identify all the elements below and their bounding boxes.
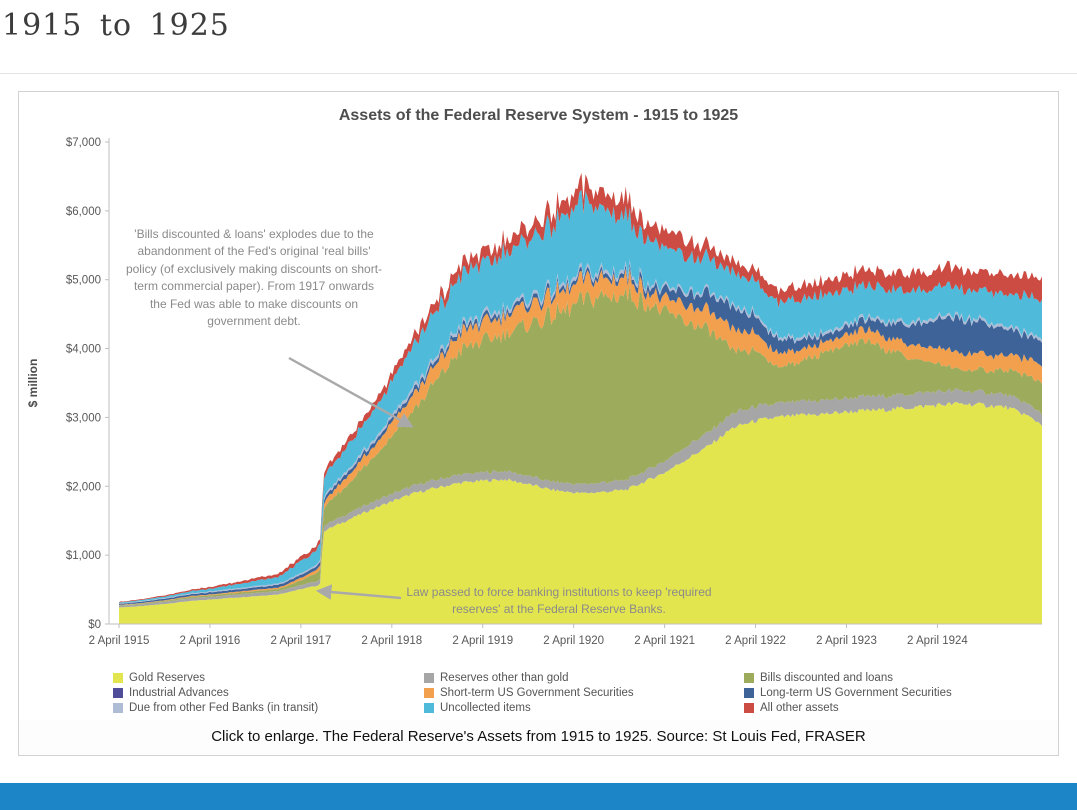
legend-swatch-icon [113,673,123,683]
legend-swatch-icon [744,688,754,698]
x-tick-label: 2 April 1915 [89,635,150,647]
legend-item-gold-reserves: Gold Reserves [113,672,424,684]
x-tick-label: 2 April 1923 [816,635,877,647]
legend-swatch-icon [424,703,434,713]
legend-label: Due from other Fed Banks (in transit) [129,702,319,714]
legend-label: Uncollected items [440,702,531,714]
annotation-arrow-reserves [315,584,402,600]
x-tick-label: 2 April 1916 [180,635,241,647]
y-tick-label: $3,000 [66,412,101,424]
legend-label: Long-term US Government Securities [760,687,952,699]
divider [0,73,1077,74]
legend-swatch-icon [744,703,754,713]
x-tick-label: 2 April 1922 [725,635,786,647]
chart: Assets of the Federal Reserve System - 1… [21,92,1056,720]
chart-title: Assets of the Federal Reserve System - 1… [338,107,739,124]
legend-swatch-icon [424,688,434,698]
axes: $0 $1,000 $2,000 $3,000 $4,000 $5,000 $6,000 $7… [66,137,1042,647]
legend-item-uncollected-items: Uncollected items [424,702,744,714]
y-tick-label: $1,000 [66,550,101,562]
legend-swatch-icon [113,688,123,698]
y-tick-label: $2,000 [66,481,101,493]
legend-label: Reserves other than gold [440,672,569,684]
legend-label: Gold Reserves [129,672,206,684]
page-title: 1915 to 1925 [2,8,230,43]
chart-legend: Gold Reserves Reserves other than gold Bil… [21,670,1056,720]
y-axis-title: $ million [26,359,40,408]
y-tick-label: $5,000 [66,275,101,287]
area-gold-reserves [119,401,1042,624]
figure-box[interactable]: Assets of the Federal Reserve System - 1… [18,91,1059,756]
area-bills-discounted-and-loans [119,283,1042,606]
legend-swatch-icon [113,703,123,713]
legend-item-reserves-other-than-gold: Reserves other than gold [424,672,744,684]
x-tick-label: 2 April 1924 [907,635,968,647]
annotation-bills-discounted: 'Bills discounted & loans' explodes due … [125,227,383,328]
legend-item-short-term-us-government-securities: Short-term US Government Securities [424,687,744,699]
x-tick-label: 2 April 1919 [452,635,513,647]
x-tick-label: 2 April 1921 [634,635,695,647]
legend-label: Industrial Advances [129,687,229,699]
legend-label: Bills discounted and loans [760,672,893,684]
legend-item-due-from-other-fed-banks-in-transit: Due from other Fed Banks (in transit) [113,702,424,714]
bottom-accent-bar [0,783,1077,810]
figure-caption[interactable]: Click to enlarge. The Federal Reserve's … [19,720,1058,755]
legend-item-industrial-advances: Industrial Advances [113,687,424,699]
legend-item-bills-discounted-and-loans: Bills discounted and loans [744,672,1056,684]
legend-label: All other assets [760,702,839,714]
y-tick-label: $0 [88,619,101,631]
area-short-term-us-government-securities [119,267,1042,606]
y-tick-label: $4,000 [66,344,101,356]
y-tick-label: $7,000 [66,137,101,149]
annotation-required-reserves: Law passed to force banking institutions… [406,585,712,617]
legend-swatch-icon [424,673,434,683]
legend-item-all-other-assets: All other assets [744,702,1056,714]
legend-item-long-term-us-government-securities: Long-term US Government Securities [744,687,1056,699]
annotation-arrow-bills [288,356,414,428]
stacked-areas [119,172,1042,624]
x-tick-label: 2 April 1920 [543,635,604,647]
legend-label: Short-term US Government Securities [440,687,634,699]
legend-swatch-icon [744,673,754,683]
stacked-area-plot: $0 $1,000 $2,000 $3,000 $4,000 $5,000 $6,000 $7… [26,137,1042,647]
y-tick-label: $6,000 [66,206,101,218]
x-tick-label: 2 April 1917 [270,635,331,647]
x-tick-label: 2 April 1918 [361,635,422,647]
